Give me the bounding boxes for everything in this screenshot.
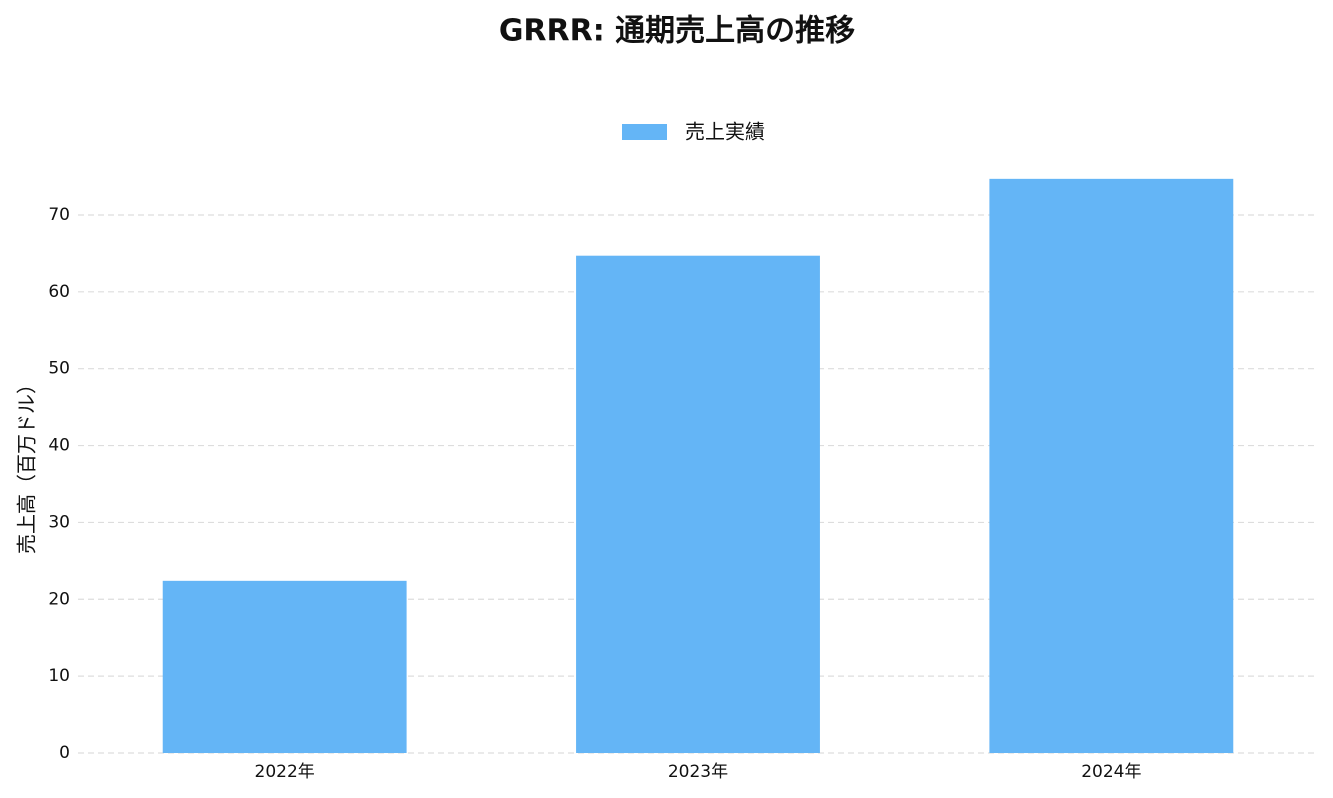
y-tick-label: 30 xyxy=(48,512,70,532)
y-tick-label: 70 xyxy=(48,205,70,225)
y-tick-label: 10 xyxy=(48,666,70,686)
x-tick-label: 2023年 xyxy=(668,762,728,782)
chart-title: GRRR: 通期売上高の推移 xyxy=(499,14,855,49)
y-tick-label: 60 xyxy=(48,282,70,302)
y-tick-label: 40 xyxy=(48,436,70,456)
legend-label: 売上実績 xyxy=(685,120,765,144)
y-axis-label: 売上高（百万ドル） xyxy=(15,374,39,554)
y-tick-label: 50 xyxy=(48,359,70,379)
bar xyxy=(989,178,1234,753)
x-tick-label: 2022年 xyxy=(255,762,315,782)
bar xyxy=(162,580,407,753)
x-tick-label: 2024年 xyxy=(1081,762,1141,782)
y-tick-label: 20 xyxy=(48,589,70,609)
legend-swatch xyxy=(622,124,667,140)
bar xyxy=(576,255,820,754)
y-tick-label: 0 xyxy=(59,743,70,763)
